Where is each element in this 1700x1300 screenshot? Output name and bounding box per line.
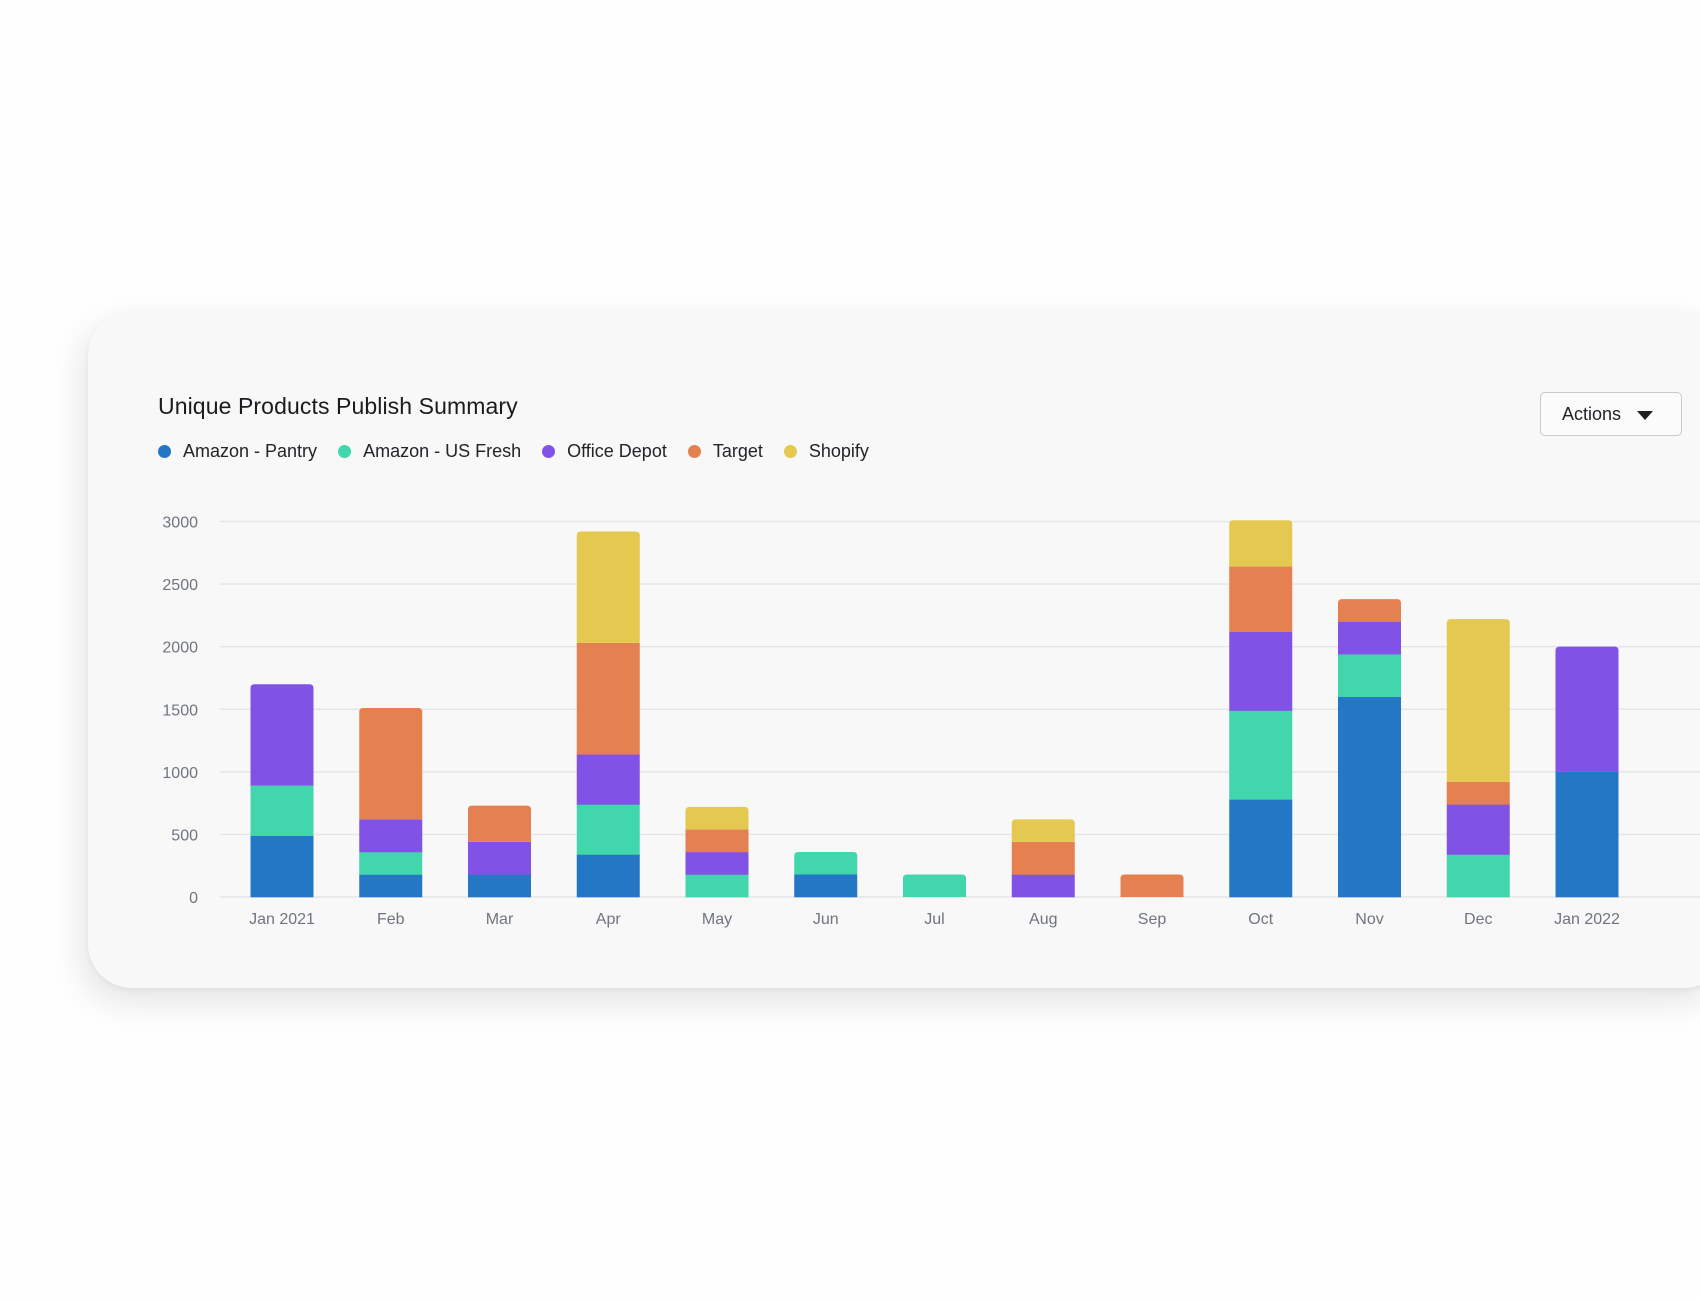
legend-label: Office Depot: [567, 440, 667, 461]
bar-segment[interactable]: [359, 707, 423, 820]
bar-segment[interactable]: [1011, 841, 1075, 875]
bar-segment[interactable]: [685, 806, 749, 830]
y-tick-label: 2000: [162, 640, 198, 657]
legend-item-amazon-pantry[interactable]: Amazon - Pantry: [158, 441, 317, 462]
chart-legend: Amazon - Pantry Amazon - US Fresh Office…: [158, 440, 890, 462]
x-tick-label: Mar: [486, 911, 514, 928]
x-tick-label: Apr: [596, 911, 622, 928]
bar-segment[interactable]: [468, 874, 531, 898]
bar-segment[interactable]: [903, 874, 966, 897]
legend-label: Target: [712, 440, 763, 461]
bar-segment[interactable]: [576, 754, 640, 805]
x-tick-label: Jan 2021: [249, 911, 315, 928]
chart-card: [88, 311, 1700, 988]
chevron-down-icon: [1637, 410, 1654, 420]
legend-label: Shopify: [808, 440, 869, 461]
legend-label: Amazon - Pantry: [183, 440, 318, 461]
bar-segment[interactable]: [1120, 874, 1184, 897]
y-tick-label: 1000: [162, 765, 198, 782]
x-tick-label: Feb: [377, 911, 405, 928]
legend-item-office-depot[interactable]: Office Depot: [542, 441, 667, 462]
bar-segment[interactable]: [250, 835, 314, 898]
bar-segment[interactable]: [794, 851, 858, 875]
y-tick-label: 0: [189, 890, 198, 907]
x-tick-label: Jul: [924, 911, 944, 928]
x-tick-label: Nov: [1355, 911, 1383, 928]
y-tick-label: 1500: [162, 702, 198, 719]
bar-segment[interactable]: [1229, 710, 1293, 800]
x-tick-label: Dec: [1464, 911, 1492, 928]
x-tick-label: Jun: [813, 911, 839, 928]
bar-segment[interactable]: [576, 531, 640, 643]
x-tick-label: May: [702, 911, 732, 928]
bar-segment[interactable]: [1229, 631, 1293, 711]
bar-segment[interactable]: [685, 851, 749, 875]
bar-segment[interactable]: [1446, 804, 1510, 855]
bar-segment[interactable]: [794, 874, 858, 898]
bar-segment[interactable]: [468, 841, 531, 875]
actions-button[interactable]: Actions: [1540, 392, 1682, 436]
bar-segment[interactable]: [1011, 874, 1075, 898]
bar-segment[interactable]: [250, 785, 314, 836]
legend-dot-icon: [338, 444, 352, 458]
bar-segment[interactable]: [1446, 781, 1510, 805]
bar-segment[interactable]: [359, 851, 423, 875]
bar-segment[interactable]: [1338, 621, 1401, 655]
bar-segment[interactable]: [1446, 619, 1510, 782]
bar-segment[interactable]: [468, 805, 531, 842]
bar-segment[interactable]: [576, 804, 640, 855]
legend-item-amazon-us-fresh[interactable]: Amazon - US Fresh: [338, 441, 521, 462]
legend-item-shopify[interactable]: Shopify: [783, 440, 869, 462]
x-tick-label: Jan 2022: [1554, 911, 1620, 928]
bar-segment[interactable]: [576, 642, 640, 755]
bar-segment[interactable]: [1555, 771, 1619, 898]
x-tick-label: Aug: [1029, 911, 1057, 928]
bar-segment[interactable]: [250, 684, 314, 786]
chart-title: Unique Products Publish Summary: [158, 393, 518, 419]
bar-segment[interactable]: [1229, 799, 1293, 898]
bar-segment[interactable]: [359, 874, 423, 898]
bar-segment[interactable]: [1011, 819, 1075, 842]
legend-dot-icon: [158, 444, 171, 458]
legend-item-target[interactable]: Target: [687, 440, 763, 462]
bar-segment[interactable]: [1229, 520, 1293, 567]
y-tick-label: 500: [171, 827, 198, 844]
x-tick-label: Oct: [1248, 911, 1273, 928]
bar-segment[interactable]: [1338, 654, 1401, 698]
bar-segment[interactable]: [1338, 696, 1401, 898]
bar-segment[interactable]: [359, 819, 423, 853]
y-tick-label: 2500: [162, 577, 198, 594]
legend-label: Amazon - US Fresh: [363, 440, 522, 461]
bar-segment[interactable]: [685, 829, 749, 853]
bar-segment[interactable]: [1446, 854, 1510, 898]
bar-segment[interactable]: [685, 874, 749, 898]
actions-button-label: Actions: [1562, 403, 1622, 424]
legend-dot-icon: [783, 444, 797, 458]
bar-segment[interactable]: [576, 854, 640, 898]
bar-segment[interactable]: [1229, 566, 1293, 632]
x-tick-label: Sep: [1138, 911, 1167, 928]
legend-dot-icon: [542, 444, 556, 458]
bar-segment[interactable]: [1555, 646, 1619, 772]
bar-segment[interactable]: [1338, 599, 1401, 622]
legend-dot-icon: [687, 444, 701, 458]
y-tick-label: 3000: [162, 515, 198, 532]
